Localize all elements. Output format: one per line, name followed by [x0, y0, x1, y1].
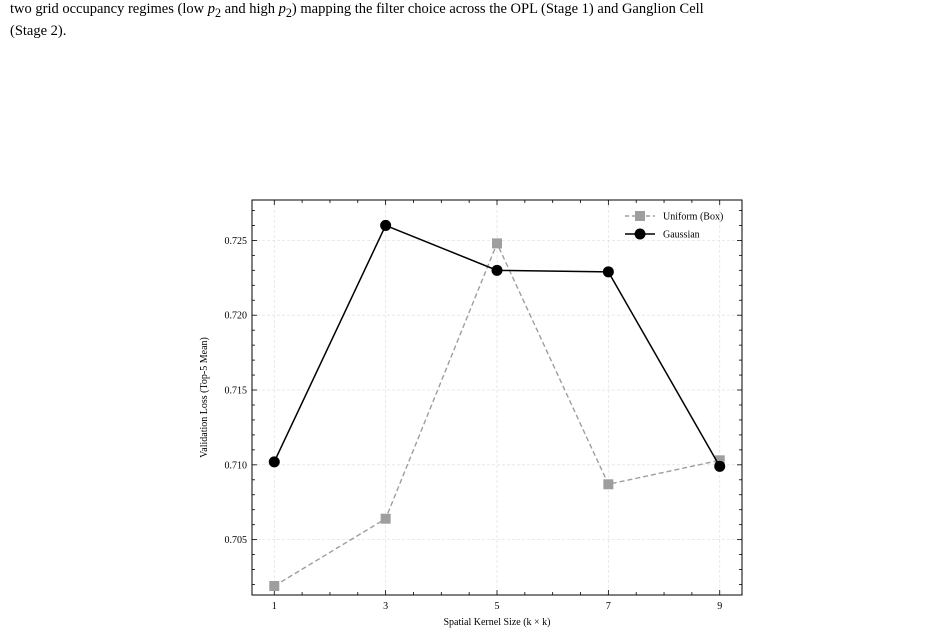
x-tick-label: 3: [383, 601, 388, 612]
data-point-circle: [491, 264, 503, 276]
legend-label: Gaussian: [663, 230, 700, 241]
data-point-square: [380, 513, 391, 524]
data-point-circle: [602, 266, 614, 278]
data-point-circle: [714, 460, 726, 472]
y-tick-label: 0.715: [225, 386, 248, 397]
y-tick-label: 0.720: [225, 311, 248, 322]
x-tick-label: 9: [717, 601, 722, 612]
series: [268, 219, 726, 592]
data-point-square: [714, 455, 725, 466]
y-tick-label: 0.710: [225, 460, 248, 471]
legend-marker-circle: [634, 228, 646, 240]
figure-caption: two grid occupancy regimes (low p2 and h…: [10, 1, 704, 39]
axes: 1 3 5 7 9 0.705 0.710 0.715 0.720 0.725 Spatial Ke…: [199, 199, 743, 628]
grid: [252, 200, 742, 595]
legend: Uniform (Box) Gaussian: [625, 211, 723, 241]
data-point-square: [492, 238, 502, 249]
data-point-circle: [268, 456, 280, 468]
series-line-0: [273, 241, 720, 587]
y-axis-label: Validation Loss (Top-5 Mean): [199, 337, 210, 458]
x-tick-label: 5: [495, 601, 500, 612]
x-axis-label: Spatial Kernel Size (k × k): [444, 617, 551, 628]
data-point-circle: [380, 219, 392, 231]
legend-label: Uniform (Box): [663, 212, 723, 223]
data-point-square: [269, 581, 280, 592]
legend-marker-square: [635, 211, 645, 221]
y-tick-label: 0.725: [225, 236, 248, 247]
data-point-square: [603, 479, 614, 490]
y-tick-label: 0.705: [225, 535, 248, 546]
x-tick-label: 7: [606, 601, 611, 612]
x-tick-label: 1: [272, 601, 277, 612]
